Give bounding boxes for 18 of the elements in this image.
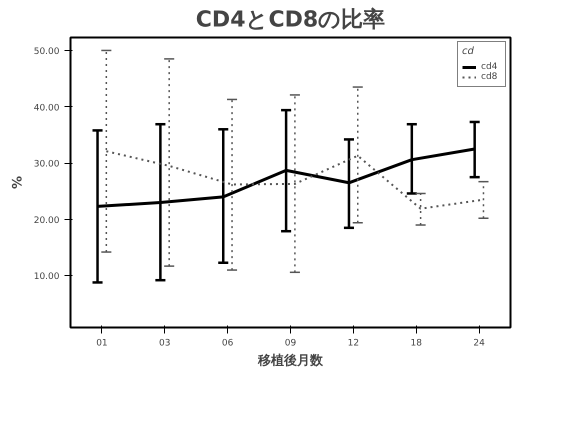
x-tick-label: 09 bbox=[284, 338, 296, 348]
y-tick-label: 40.00 bbox=[34, 103, 60, 114]
x-tick-label: 18 bbox=[410, 338, 422, 348]
chart-title: CD4とCD8の比率 bbox=[196, 6, 386, 32]
legend-label: cd8 bbox=[481, 72, 498, 82]
legend-title: cd bbox=[462, 46, 475, 57]
y-tick-label: 20.00 bbox=[34, 216, 60, 226]
y-tick-label: 30.00 bbox=[34, 160, 60, 170]
x-tick-label: 24 bbox=[473, 338, 486, 348]
legend-label: cd4 bbox=[481, 62, 498, 72]
x-tick-label: 03 bbox=[159, 338, 171, 348]
x-tick-label: 06 bbox=[222, 338, 234, 348]
y-tick-label: 10.00 bbox=[34, 272, 60, 282]
x-axis-title: 移植後月数 bbox=[257, 352, 324, 368]
y-axis-title: % bbox=[10, 176, 26, 190]
x-tick-label: 01 bbox=[96, 338, 108, 348]
y-tick-label: 50.00 bbox=[34, 46, 60, 57]
x-tick-label: 12 bbox=[348, 338, 360, 348]
